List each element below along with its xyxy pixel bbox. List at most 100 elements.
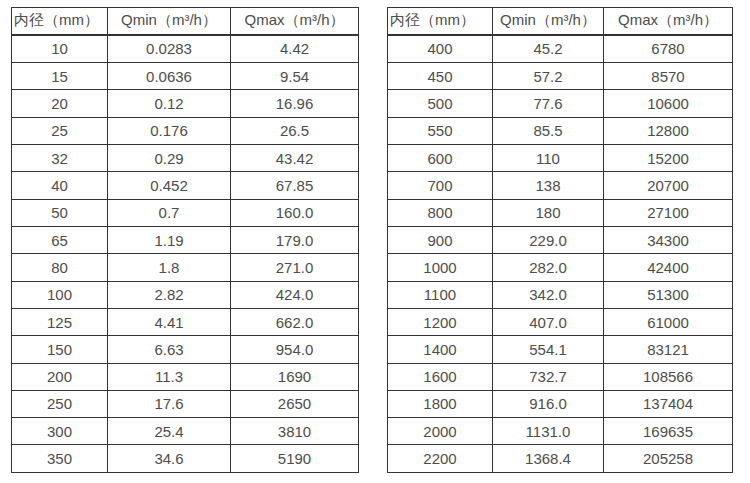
table-row: 20011.31690 (12, 363, 359, 390)
qmax-cell: 12800 (604, 117, 733, 144)
qmin-cell: 57.2 (493, 63, 604, 90)
qmin-cell: 180 (493, 199, 604, 226)
qmax-cell: 83121 (604, 336, 733, 363)
diameter-cell: 10 (12, 35, 108, 63)
flow-rate-table-large-diameters: 内径（mm）Qmin（m³/h）Qmax（m³/h） 40045.2678045… (387, 7, 733, 473)
diameter-cell: 25 (12, 117, 108, 144)
qmax-cell: 1690 (231, 363, 359, 390)
qmax-cell: 6780 (604, 35, 733, 63)
diameter-cell: 200 (12, 363, 108, 390)
table-row: 1400554.183121 (388, 336, 733, 363)
qmin-cell: 138 (493, 172, 604, 199)
qmin-cell: 4.41 (108, 308, 231, 335)
qmin-cell: 0.29 (108, 145, 231, 172)
diameter-cell: 550 (388, 117, 493, 144)
table-row: 500.7160.0 (12, 199, 359, 226)
qmax-cell: 2650 (231, 390, 359, 417)
qmax-cell: 27100 (604, 199, 733, 226)
qmin-cell: 0.12 (108, 90, 231, 117)
table-row: 1254.41662.0 (12, 308, 359, 335)
table-row: 200.1216.96 (12, 90, 359, 117)
diameter-column-header: 内径（mm） (388, 8, 493, 35)
diameter-column-header: 内径（mm） (12, 8, 108, 35)
table-row: 50077.610600 (388, 90, 733, 117)
table-body: 100.02834.42150.06369.54200.1216.96250.1… (12, 35, 359, 473)
table-row: 40045.26780 (388, 35, 733, 63)
qmin-cell: 0.452 (108, 172, 231, 199)
qmin-cell: 45.2 (493, 35, 604, 63)
qmax-cell: 108566 (604, 363, 733, 390)
table-header: 内径（mm）Qmin（m³/h）Qmax（m³/h） (388, 8, 733, 35)
table-row: 1100342.051300 (388, 281, 733, 308)
table-row: 1002.82424.0 (12, 281, 359, 308)
qmin-cell: 0.7 (108, 199, 231, 226)
table-row: 801.8271.0 (12, 254, 359, 281)
qmin-cell: 6.63 (108, 336, 231, 363)
table-row: 60011015200 (388, 145, 733, 172)
qmax-cell: 67.85 (231, 172, 359, 199)
qmax-cell: 179.0 (231, 226, 359, 253)
qmax-cell: 205258 (604, 445, 733, 473)
table-row: 250.17626.5 (12, 117, 359, 144)
qmin-cell: 1131.0 (493, 418, 604, 445)
qmin-cell: 342.0 (493, 281, 604, 308)
table-row: 320.2943.42 (12, 145, 359, 172)
diameter-cell: 450 (388, 63, 493, 90)
diameter-cell: 80 (12, 254, 108, 281)
diameter-cell: 65 (12, 226, 108, 253)
qmax-cell: 9.54 (231, 63, 359, 90)
diameter-cell: 20 (12, 90, 108, 117)
diameter-cell: 2000 (388, 418, 493, 445)
diameter-cell: 150 (12, 336, 108, 363)
qmin-cell: 1.8 (108, 254, 231, 281)
qmax-cell: 51300 (604, 281, 733, 308)
qmin-cell: 11.3 (108, 363, 231, 390)
diameter-cell: 900 (388, 226, 493, 253)
qmax-cell: 10600 (604, 90, 733, 117)
header-row: 内径（mm）Qmin（m³/h）Qmax（m³/h） (388, 8, 733, 35)
table-row: 20001131.0169635 (388, 418, 733, 445)
page: 内径（mm）Qmin（m³/h）Qmax（m³/h） 100.02834.421… (0, 0, 750, 483)
qmin-cell: 85.5 (493, 117, 604, 144)
header-row: 内径（mm）Qmin（m³/h）Qmax（m³/h） (12, 8, 359, 35)
table-row: 1600732.7108566 (388, 363, 733, 390)
diameter-cell: 700 (388, 172, 493, 199)
table-row: 80018027100 (388, 199, 733, 226)
diameter-cell: 1400 (388, 336, 493, 363)
table-header: 内径（mm）Qmin（m³/h）Qmax（m³/h） (12, 8, 359, 35)
qmax-cell: 42400 (604, 254, 733, 281)
diameter-cell: 500 (388, 90, 493, 117)
qmax-cell: 8570 (604, 63, 733, 90)
qmax-cell: 662.0 (231, 308, 359, 335)
qmin-cell: 25.4 (108, 418, 231, 445)
qmin-cell: 282.0 (493, 254, 604, 281)
qmin-cell: 229.0 (493, 226, 604, 253)
diameter-cell: 1200 (388, 308, 493, 335)
qmax-cell: 26.5 (231, 117, 359, 144)
qmax-cell: 16.96 (231, 90, 359, 117)
qmin-cell: 17.6 (108, 390, 231, 417)
diameter-cell: 125 (12, 308, 108, 335)
qmin-cell: 2.82 (108, 281, 231, 308)
diameter-cell: 40 (12, 172, 108, 199)
qmin-column-header: Qmin（m³/h） (108, 8, 231, 35)
table-row: 45057.28570 (388, 63, 733, 90)
qmin-cell: 732.7 (493, 363, 604, 390)
qmax-cell: 3810 (231, 418, 359, 445)
qmax-column-header: Qmax（m³/h） (604, 8, 733, 35)
qmin-cell: 916.0 (493, 390, 604, 417)
table-row: 1800916.0137404 (388, 390, 733, 417)
qmax-cell: 43.42 (231, 145, 359, 172)
qmin-cell: 0.0636 (108, 63, 231, 90)
qmin-cell: 77.6 (493, 90, 604, 117)
qmin-cell: 0.176 (108, 117, 231, 144)
qmax-cell: 137404 (604, 390, 733, 417)
qmin-cell: 407.0 (493, 308, 604, 335)
table-body: 40045.2678045057.2857050077.61060055085.… (388, 35, 733, 473)
qmax-cell: 20700 (604, 172, 733, 199)
qmin-column-header: Qmin（m³/h） (493, 8, 604, 35)
diameter-cell: 1100 (388, 281, 493, 308)
qmin-cell: 1368.4 (493, 445, 604, 473)
diameter-cell: 32 (12, 145, 108, 172)
table-row: 55085.512800 (388, 117, 733, 144)
